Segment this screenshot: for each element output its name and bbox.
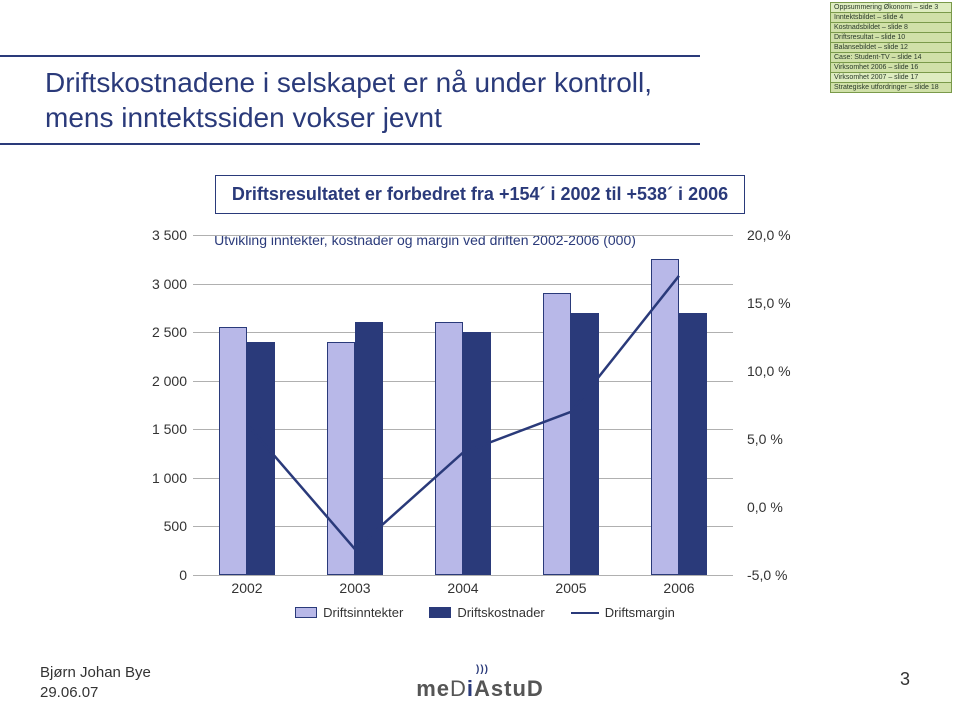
legend-line-margin bbox=[571, 612, 599, 614]
legend: Driftsinntekter Driftskostnader Driftsma… bbox=[215, 605, 755, 620]
x-tick: 2002 bbox=[217, 580, 277, 596]
bar-kostnader bbox=[463, 332, 491, 575]
bar-inntekter bbox=[651, 259, 679, 575]
plot bbox=[193, 235, 733, 575]
nav-item[interactable]: Balansebildet – slide 12 bbox=[831, 43, 951, 53]
nav-item[interactable]: Inntektsbildet – slide 4 bbox=[831, 13, 951, 23]
y-left-tick: 2 500 bbox=[137, 324, 187, 340]
y-right-tick: 10,0 % bbox=[747, 363, 807, 379]
bar-inntekter bbox=[219, 327, 247, 575]
nav-box: Oppsummering Økonomi – side 3Inntektsbil… bbox=[830, 2, 952, 93]
bar-inntekter bbox=[327, 342, 355, 575]
y-left-tick: 3 000 bbox=[137, 276, 187, 292]
legend-swatch-kostnader bbox=[429, 607, 451, 618]
subtitle: Driftsresultatet er forbedret fra +154´ … bbox=[226, 184, 734, 205]
nav-item[interactable]: Case: Student-TV – slide 14 bbox=[831, 53, 951, 63]
subtitle-box: Driftsresultatet er forbedret fra +154´ … bbox=[215, 175, 745, 214]
footer-author: Bjørn Johan Bye bbox=[40, 663, 151, 683]
y-left-tick: 1 500 bbox=[137, 421, 187, 437]
legend-margin: Driftsmargin bbox=[571, 605, 675, 620]
y-left-tick: 2 000 bbox=[137, 373, 187, 389]
bar-kostnader bbox=[247, 342, 275, 575]
nav-item[interactable]: Kostnadsbildet – slide 8 bbox=[831, 23, 951, 33]
footer-page-number: 3 bbox=[900, 669, 910, 690]
y-left-tick: 3 500 bbox=[137, 227, 187, 243]
legend-label-margin: Driftsmargin bbox=[605, 605, 675, 620]
bar-kostnader bbox=[571, 313, 599, 575]
nav-item[interactable]: Oppsummering Økonomi – side 3 bbox=[831, 3, 951, 13]
bar-inntekter bbox=[435, 322, 463, 575]
page-title: Driftskostnadene i selskapet er nå under… bbox=[45, 65, 700, 135]
y-right-tick: 15,0 % bbox=[747, 295, 807, 311]
y-left-tick: 1 000 bbox=[137, 470, 187, 486]
x-tick: 2004 bbox=[433, 580, 493, 596]
legend-label-inntekter: Driftsinntekter bbox=[323, 605, 403, 620]
x-tick: 2006 bbox=[649, 580, 709, 596]
bar-kostnader bbox=[355, 322, 383, 575]
y-left-tick: 500 bbox=[137, 518, 187, 534]
legend-inntekter: Driftsinntekter bbox=[295, 605, 403, 620]
nav-item[interactable]: Virksomhet 2006 – slide 16 bbox=[831, 63, 951, 73]
y-right-tick: 5,0 % bbox=[747, 431, 807, 447]
footer-date: 29.06.07 bbox=[40, 683, 151, 703]
x-tick: 2003 bbox=[325, 580, 385, 596]
bar-inntekter bbox=[543, 293, 571, 575]
footer-logo: meDiA)))stuD bbox=[416, 676, 544, 702]
nav-item[interactable]: Virksomhet 2007 – slide 17 bbox=[831, 73, 951, 83]
chart-area: Utvikling inntekter, kostnader og margin… bbox=[115, 230, 845, 630]
legend-label-kostnader: Driftskostnader bbox=[457, 605, 544, 620]
bar-kostnader bbox=[679, 313, 707, 575]
y-right-tick: 0,0 % bbox=[747, 499, 807, 515]
title-bar: Driftskostnadene i selskapet er nå under… bbox=[0, 55, 700, 145]
nav-item[interactable]: Strategiske utfordringer – slide 18 bbox=[831, 83, 951, 92]
y-right-tick: 20,0 % bbox=[747, 227, 807, 243]
x-tick: 2005 bbox=[541, 580, 601, 596]
legend-kostnader: Driftskostnader bbox=[429, 605, 544, 620]
nav-item[interactable]: Driftsresultat – slide 10 bbox=[831, 33, 951, 43]
y-left-tick: 0 bbox=[137, 567, 187, 583]
y-right-tick: -5,0 % bbox=[747, 567, 807, 583]
footer-author-block: Bjørn Johan Bye 29.06.07 bbox=[40, 663, 151, 702]
legend-swatch-inntekter bbox=[295, 607, 317, 618]
